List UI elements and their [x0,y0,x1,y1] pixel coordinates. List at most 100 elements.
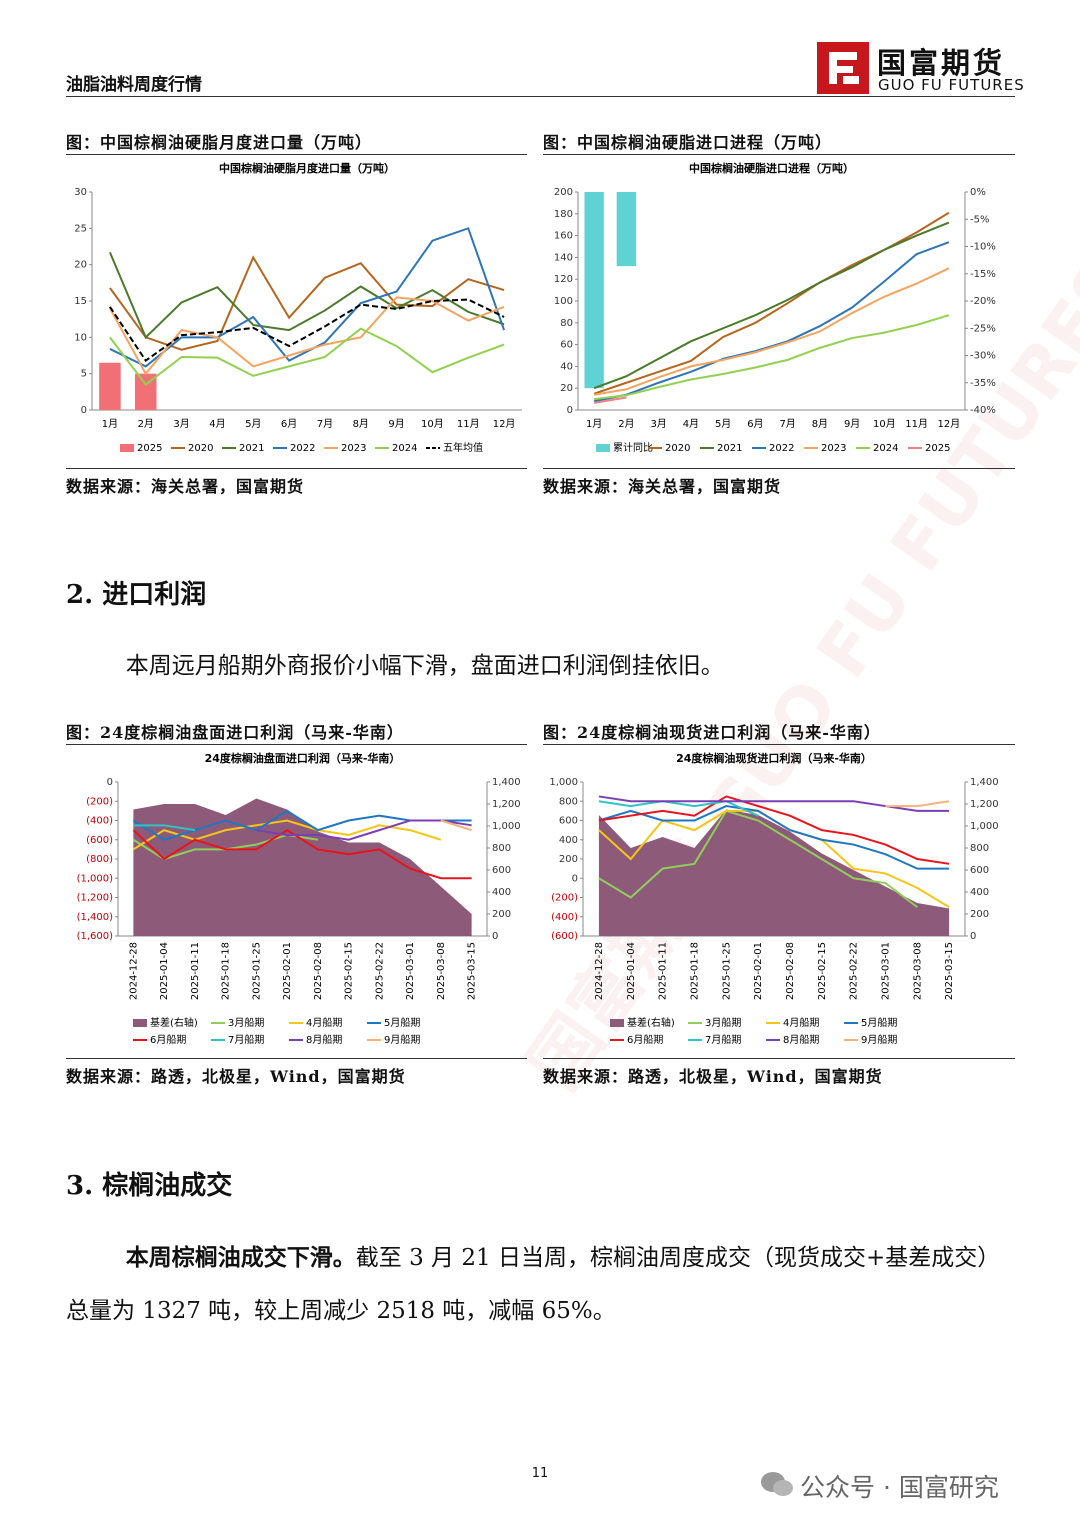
y-tick-label: (400) [86,816,113,827]
x-tick-label: 7月 [779,418,795,430]
line [256,819,472,841]
figure-caption: 图：24度棕榈油现货进口利润（马来-华南） [543,722,1015,745]
x-tick-label: 2025-02-22 [849,942,860,1000]
chart-title: 24度棕榈油现货进口利润（马来-华南） [676,751,872,765]
legend-label: 2024 [873,443,898,454]
chart: 24度棕榈油盘面进口利润（马来-华南） 0 (200) (400) (600) (800)… [77,751,521,1046]
x-tick-label: 2025-02-08 [313,942,324,1000]
line [133,824,196,832]
y-tick-label: (400) [551,912,578,923]
line [593,267,950,396]
line [440,819,472,832]
line [598,805,950,870]
x-tick-label: 2024-12-28 [594,942,605,1000]
y-tick-label: 15 [74,296,87,307]
x-tick-label: 2025-03-08 [436,942,447,1000]
section-heading: 2. 进口利润 [66,580,207,610]
footer-mark: 公众号 · 国富研究 [800,1473,999,1502]
x-tick-label: 2025-01-25 [251,942,262,1000]
x-tick-label: 2025-02-01 [282,942,293,1000]
x-tick-label: 2024-12-28 [128,942,139,1000]
x-tick-label: 2025-01-11 [658,942,669,1000]
legend-label: 4月船期 [306,1016,342,1029]
x-tick-label: 2025-01-11 [190,942,201,1000]
legend-label: 5月船期 [861,1016,897,1029]
y2-tick-label: 600 [970,865,989,876]
y-tick-label: 120 [554,274,573,285]
legend-label: 2025 [925,443,950,454]
y-tick-label: (600) [86,835,113,846]
x-tick-label: 2025-03-15 [944,942,955,1000]
x-tick-label: 11月 [905,418,928,430]
x-tick-label: 1月 [586,418,602,430]
bar [135,373,157,410]
y-tick-label: (800) [86,854,113,865]
legend-label: 2023 [341,443,366,454]
x-tick-label: 2025-01-25 [721,942,732,1000]
x-tick-label: 3月 [173,418,189,430]
legend-label: 8月船期 [306,1033,342,1046]
x-tick-label: 7月 [317,418,333,430]
x-tick-label: 2月 [618,418,634,430]
x-tick-label: 8月 [353,418,369,430]
x-tick-label: 10月 [421,418,444,430]
chart-title: 24度棕榈油盘面进口利润（马来-华南） [205,751,401,765]
figure-caption: 图：中国棕榈油硬脂进口进程（万吨） [543,132,1015,155]
line [109,255,505,351]
y2-tick-label: 0 [492,931,498,942]
legend-label: 4月船期 [783,1016,819,1029]
y-tick-label: (1,000) [77,873,114,884]
line [593,396,627,404]
y2-tick-label: -10% [970,242,996,253]
legend-label: 2020 [665,443,690,454]
figure-source: 数据来源：海关总署，国富期货 [66,468,527,497]
x-tick-label: 9月 [388,418,404,430]
y-tick-label: 0 [81,405,87,416]
line [593,241,950,403]
y2-tick-label: 0 [970,931,976,942]
legend-label: 2024 [392,443,417,454]
line [109,327,505,386]
header-rule [66,96,1015,97]
line [594,314,950,401]
line [109,227,506,368]
x-tick-label: 2025-01-18 [221,942,232,1000]
y-tick-label: 100 [554,296,573,307]
y2-tick-label: 1,200 [492,799,521,810]
y2-tick-label: 0% [970,187,986,198]
logo-name: 国富期货 [877,46,1006,80]
x-tick-label: 6月 [281,418,297,430]
y-tick-label: (1,600) [77,931,114,942]
bar [616,192,637,267]
legend-label: 9月船期 [861,1033,897,1046]
y-tick-label: 20 [74,260,87,271]
y-tick-label: 0 [567,405,573,416]
logo-english: GUO FU FUTURES [878,76,1025,94]
legend-label: 8月船期 [783,1033,819,1046]
y-tick-label: 40 [560,361,573,372]
y-tick-label: (1,400) [77,912,114,923]
x-tick-label: 6月 [747,418,763,430]
y-tick-label: 140 [554,252,573,263]
legend-label: 9月船期 [384,1033,420,1046]
x-tick-label: 5月 [245,418,261,430]
y2-tick-label: -40% [970,405,996,416]
y2-tick-label: -20% [970,296,996,307]
x-tick-label: 2025-03-01 [880,942,891,1000]
y-tick-label: (200) [86,796,113,807]
line [108,251,505,340]
legend-label: 2020 [188,443,213,454]
y2-tick-label: 800 [492,843,511,854]
y-tick-label: (600) [551,931,578,942]
y2-tick-label: 400 [492,887,511,898]
paragraph: 本周远月船期外商报价小幅下滑，盘面进口利润倒挂依旧。 [125,653,724,679]
x-tick-label: 2025-02-08 [785,942,796,1000]
y2-tick-label: 1,000 [970,821,999,832]
x-tick-label: 2025-01-04 [626,942,637,1000]
y2-tick-label: 200 [492,909,511,920]
line [132,828,472,880]
x-tick-label: 2025-01-04 [159,942,170,1000]
legend-label: 2022 [290,443,315,454]
x-tick-label: 2月 [138,418,154,430]
